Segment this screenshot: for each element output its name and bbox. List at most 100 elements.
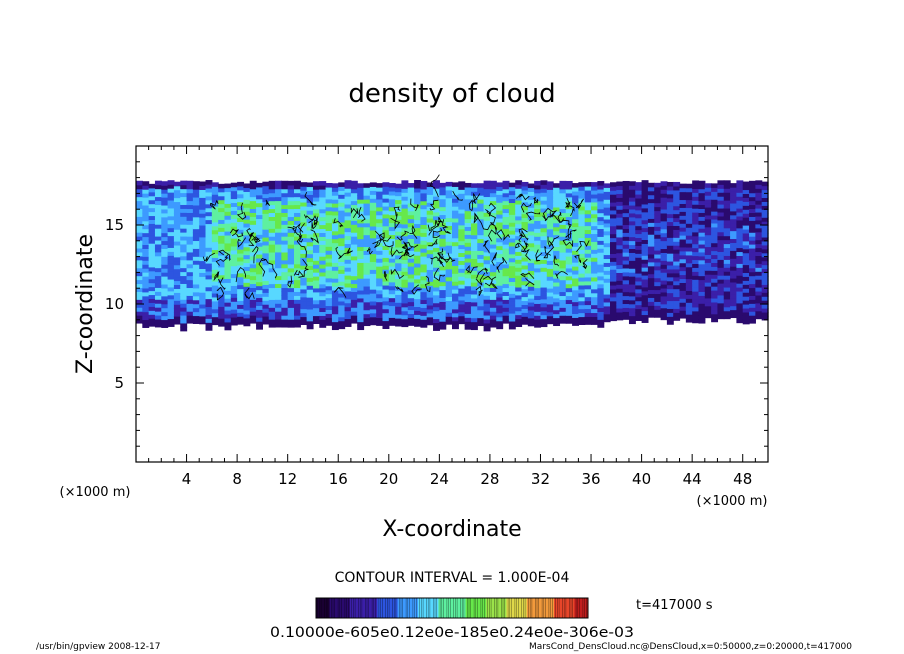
cloud-cell bbox=[287, 299, 295, 304]
cloud-cell bbox=[218, 227, 226, 232]
cloud-cell bbox=[173, 264, 181, 270]
cloud-cell bbox=[136, 247, 143, 253]
cloud-cell bbox=[572, 305, 579, 311]
cloud-cell bbox=[521, 300, 529, 305]
cloud-cell bbox=[692, 212, 700, 217]
cloud-cell bbox=[730, 234, 737, 240]
cloud-cell bbox=[148, 231, 156, 236]
cloud-cell bbox=[306, 206, 314, 211]
cloud-cell bbox=[420, 204, 428, 210]
cloud-cell bbox=[287, 204, 295, 210]
cloud-cell bbox=[685, 223, 693, 228]
cloud-cell bbox=[281, 243, 289, 249]
cloud-cell bbox=[237, 237, 245, 242]
cloud-cell bbox=[761, 229, 769, 234]
cloud-cell bbox=[192, 264, 200, 269]
cloud-cell bbox=[312, 315, 320, 321]
cloud-cell bbox=[534, 216, 542, 222]
contour-line bbox=[216, 286, 225, 301]
cloud-cell bbox=[312, 208, 320, 214]
cloud-cell bbox=[439, 242, 447, 247]
cloud-cell bbox=[395, 282, 403, 288]
cloud-cell bbox=[192, 303, 200, 309]
cloud-cell bbox=[401, 271, 409, 276]
cloud-cell bbox=[698, 188, 706, 194]
cloud-cell bbox=[275, 204, 282, 209]
cloud-cell bbox=[192, 224, 200, 230]
cloud-cell bbox=[186, 196, 194, 202]
cloud-cell bbox=[420, 216, 428, 222]
cloud-cell bbox=[218, 322, 226, 327]
cloud-cell bbox=[205, 183, 213, 189]
cloud-cell bbox=[294, 311, 301, 316]
cloud-cell bbox=[218, 243, 226, 248]
cloud-cell bbox=[249, 188, 257, 194]
cloud-cell bbox=[616, 252, 624, 258]
cloud-cell bbox=[148, 294, 156, 300]
cloud-cell bbox=[382, 229, 390, 235]
cloud-cell bbox=[711, 313, 719, 319]
cloud-cell bbox=[154, 192, 162, 198]
cloud-cell bbox=[496, 198, 504, 203]
cloud-cell bbox=[382, 245, 390, 251]
cloud-cell bbox=[268, 255, 276, 261]
cloud-cell bbox=[268, 247, 276, 253]
cloud-cell bbox=[199, 236, 207, 242]
cloud-cell bbox=[401, 275, 409, 280]
cloud-cell bbox=[376, 246, 384, 251]
cloud-cell bbox=[641, 235, 649, 241]
cloud-cell bbox=[401, 322, 409, 328]
cloud-cell bbox=[717, 184, 725, 189]
cloud-cell bbox=[275, 243, 282, 249]
cloud-cell bbox=[660, 307, 668, 313]
cloud-cell bbox=[622, 259, 630, 265]
cloud-cell bbox=[420, 275, 428, 281]
cloud-cell bbox=[489, 212, 497, 217]
cloud-cell bbox=[243, 274, 251, 279]
contour-line bbox=[490, 276, 498, 290]
cloud-cell bbox=[628, 268, 636, 273]
cloud-cell bbox=[180, 208, 188, 213]
cloud-cell bbox=[186, 212, 194, 217]
cloud-cell bbox=[363, 234, 371, 240]
cloud-cell bbox=[154, 267, 162, 273]
cloud-cell bbox=[565, 275, 573, 281]
cloud-cell bbox=[597, 240, 605, 245]
cloud-cell bbox=[521, 288, 529, 294]
cloud-cell bbox=[224, 219, 232, 224]
cloud-cell bbox=[148, 286, 156, 292]
cloud-cell bbox=[452, 257, 459, 262]
cloud-cell bbox=[698, 243, 706, 249]
cloud-cell bbox=[199, 205, 207, 210]
cloud-cell bbox=[306, 261, 314, 267]
cloud-cell bbox=[742, 300, 750, 305]
cloud-cell bbox=[679, 250, 687, 256]
cloud-cell bbox=[717, 247, 725, 253]
cloud-cell bbox=[755, 231, 763, 237]
cloud-cell bbox=[616, 288, 624, 293]
cloud-cell bbox=[647, 238, 655, 243]
cloud-cell bbox=[660, 248, 668, 253]
cloud-cell bbox=[616, 264, 624, 270]
cloud-cell bbox=[584, 292, 592, 298]
cloud-cell bbox=[325, 226, 333, 232]
cloud-cell bbox=[433, 196, 440, 201]
cloud-cell bbox=[730, 266, 737, 271]
cloud-cell bbox=[622, 244, 630, 249]
cloud-cell bbox=[256, 277, 263, 283]
cloud-cell bbox=[591, 237, 598, 242]
cloud-cell bbox=[256, 273, 263, 279]
cloud-cell bbox=[508, 237, 516, 243]
cloud-cell bbox=[173, 312, 181, 317]
cloud-cell bbox=[521, 296, 529, 302]
cloud-cell bbox=[142, 311, 150, 317]
cloud-cell bbox=[161, 260, 169, 265]
cloud-cell bbox=[325, 238, 333, 243]
cloud-cell bbox=[666, 229, 674, 234]
cloud-cell bbox=[597, 279, 605, 285]
cloud-cell bbox=[439, 238, 447, 243]
cloud-cell bbox=[534, 236, 542, 241]
cloud-cell bbox=[306, 222, 314, 227]
cloud-cell bbox=[199, 268, 207, 273]
cloud-cell bbox=[477, 210, 485, 216]
